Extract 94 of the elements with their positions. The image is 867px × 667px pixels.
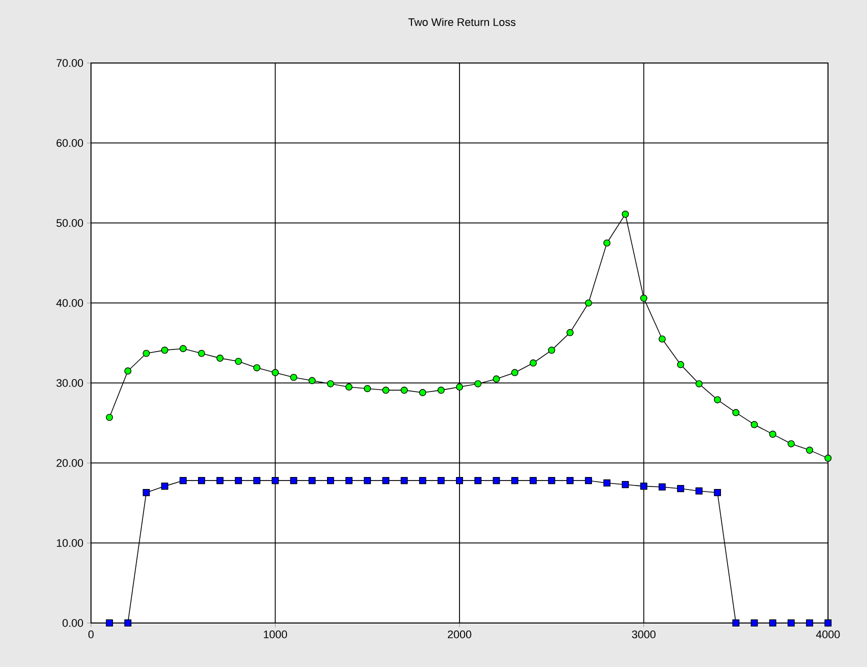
y-tick-label: 50.00: [56, 219, 84, 227]
point: [124, 367, 132, 375]
y-tick-label: 40.00: [56, 299, 84, 307]
point: [492, 477, 500, 484]
point: [216, 354, 224, 362]
point: [806, 446, 814, 454]
x-tick-label: 1000: [264, 630, 288, 638]
point: [400, 386, 408, 394]
point: [750, 421, 758, 428]
point: [658, 335, 666, 343]
point: [511, 477, 518, 484]
point: [438, 386, 445, 394]
x-tick-label: 0: [88, 630, 94, 638]
point: [603, 479, 610, 487]
point: [290, 477, 298, 484]
point: [142, 350, 150, 357]
point: [584, 299, 592, 307]
point: [492, 375, 500, 383]
point: [640, 482, 648, 490]
point: [364, 477, 371, 484]
point: [364, 385, 371, 392]
point: [419, 389, 426, 396]
point: [695, 487, 703, 495]
x-tick-label: 4000: [816, 630, 840, 638]
point: [456, 477, 464, 484]
point: [180, 345, 187, 352]
point: [622, 481, 629, 488]
point: [234, 477, 242, 484]
point: [216, 477, 224, 484]
point: [474, 477, 482, 484]
point: [161, 346, 168, 354]
point: [806, 619, 814, 627]
point: [603, 239, 610, 247]
y-tick-label: 60.00: [56, 139, 84, 147]
point: [345, 477, 353, 484]
y-tick-label: 70.00: [56, 59, 84, 67]
point: [530, 359, 537, 367]
point: [272, 369, 279, 376]
point: [161, 482, 168, 490]
y-tick-label: 30.00: [56, 379, 84, 387]
point: [769, 619, 776, 627]
point: [198, 477, 206, 484]
y-tick-label: 0.00: [62, 619, 84, 627]
point: [253, 364, 260, 372]
point: [198, 350, 206, 357]
point: [326, 477, 334, 484]
point: [400, 477, 408, 484]
point: [345, 383, 353, 391]
point: [824, 619, 832, 627]
point: [566, 477, 574, 484]
point: [511, 369, 518, 376]
point: [769, 430, 776, 438]
point: [326, 380, 334, 388]
point: [474, 380, 482, 388]
point: [714, 489, 722, 496]
point: [548, 477, 556, 484]
point: [308, 477, 316, 484]
point: [640, 294, 648, 302]
point: [124, 619, 132, 627]
point: [732, 409, 740, 416]
point: [180, 477, 187, 484]
point: [732, 619, 740, 627]
point: [622, 210, 629, 218]
chart-title: Two Wire Return Loss: [408, 18, 516, 26]
point: [548, 346, 556, 354]
point: [677, 361, 684, 368]
point: [530, 477, 537, 484]
point: [788, 619, 795, 627]
point: [788, 440, 795, 448]
point: [419, 477, 426, 484]
point: [272, 477, 279, 484]
point: [695, 380, 703, 388]
point: [566, 329, 574, 336]
point: [677, 485, 684, 492]
point: [106, 414, 113, 421]
y-tick-label: 10.00: [56, 539, 84, 547]
point: [308, 377, 316, 384]
point: [658, 483, 666, 491]
point: [290, 374, 298, 381]
x-tick-label: 3000: [632, 630, 656, 638]
y-tick-label: 20.00: [56, 459, 84, 467]
point: [382, 477, 390, 484]
point: [824, 454, 832, 462]
point: [142, 489, 150, 496]
point: [234, 358, 242, 365]
point: [584, 477, 592, 484]
point: [750, 619, 758, 627]
x-tick-label: 2000: [448, 630, 472, 638]
point: [438, 477, 445, 484]
point: [382, 386, 390, 394]
point: [106, 619, 113, 627]
point: [714, 396, 722, 404]
point: [253, 477, 260, 484]
point: [456, 383, 464, 391]
